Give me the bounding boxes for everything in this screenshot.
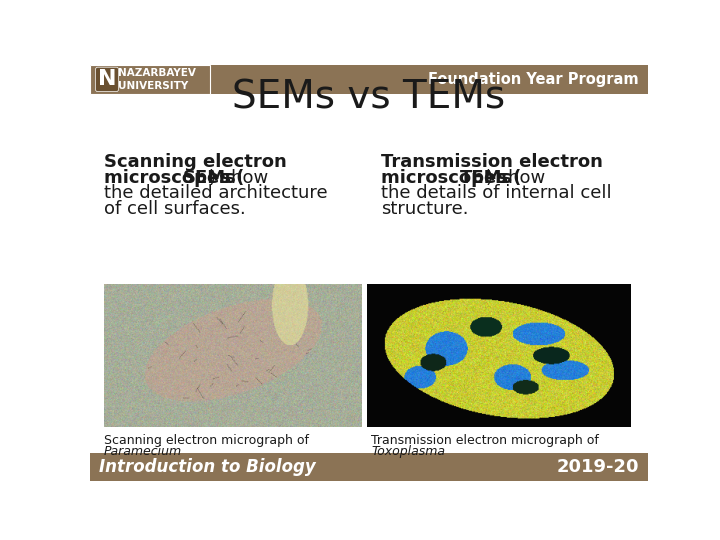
Text: Foundation Year Program: Foundation Year Program [428, 72, 639, 87]
Text: NAZARBAYEV
UNIVERSITY: NAZARBAYEV UNIVERSITY [118, 68, 196, 91]
Text: 2019-20: 2019-20 [557, 458, 639, 476]
Text: Scanning electron: Scanning electron [104, 153, 287, 171]
Text: SEMs: SEMs [183, 168, 237, 187]
Text: Paramecium: Paramecium [104, 445, 182, 458]
Bar [90, 65, 648, 94]
Text: of cell surfaces.: of cell surfaces. [104, 200, 246, 218]
Text: Toxoplasma: Toxoplasma [372, 445, 446, 458]
Text: the detailed architecture: the detailed architecture [104, 184, 328, 202]
Text: TEMs: TEMs [459, 168, 513, 187]
Bar [90, 453, 648, 481]
Text: ) show: ) show [486, 168, 545, 187]
Text: Introduction to Biology: Introduction to Biology [99, 458, 316, 476]
Text: Transmission electron: Transmission electron [381, 153, 603, 171]
Text: SEMs vs TEMs: SEMs vs TEMs [233, 78, 505, 116]
Text: structure.: structure. [381, 200, 468, 218]
Text: N: N [98, 70, 116, 90]
Text: Transmission electron micrograph of: Transmission electron micrograph of [372, 434, 603, 448]
Text: Scanning electron micrograph of: Scanning electron micrograph of [104, 434, 313, 448]
Bar [90, 65, 210, 94]
Text: the details of internal cell: the details of internal cell [381, 184, 611, 202]
Text: microscopes (: microscopes ( [381, 168, 521, 187]
Text: ) show: ) show [210, 168, 269, 187]
Text: microscopes (: microscopes ( [104, 168, 244, 187]
